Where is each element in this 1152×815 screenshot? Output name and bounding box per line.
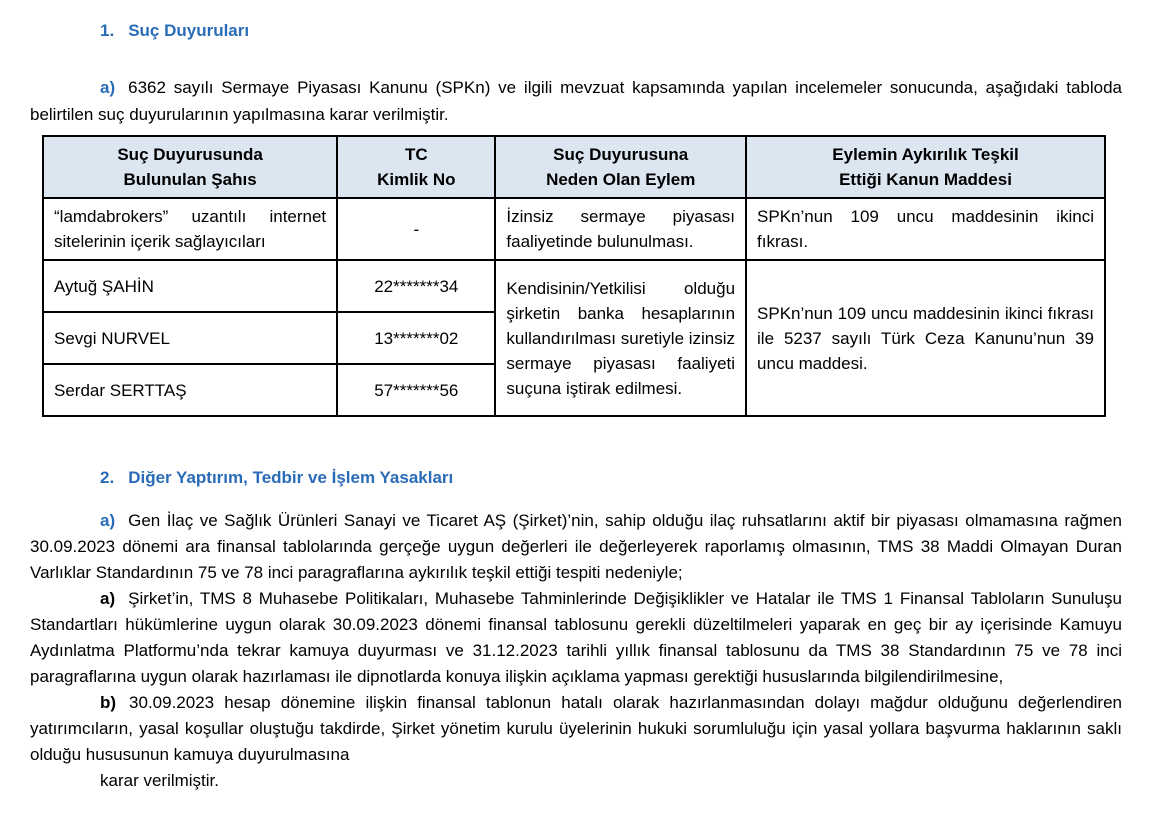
table-row: Aytuğ ŞAHİN 22*******34 Kendisinin/Yetki… [41,259,1106,417]
section2-subparagraph-b: b) 30.09.2023 hesap dönemine ilişkin fina… [30,690,1122,768]
cell-law-article: SPKn’nun 109 uncu maddesinin ikinci fıkr… [745,197,1106,261]
cell-tc-no: 22*******34 [336,259,497,313]
section1-title: Suç Duyuruları [128,21,250,40]
cell-tc-no: - [336,197,497,261]
section2-title: Diğer Yaptırım, Tedbir ve İşlem Yasaklar… [128,468,454,487]
section1-number: 1. [100,21,115,40]
section2-heading: 2. Diğer Yaptırım, Tedbir ve İşlem Yasakl… [30,467,1122,489]
cell-person: Aytuğ ŞAHİN [41,259,339,313]
cell-action: İzinsiz sermaye piyasası faaliyetinde bu… [494,197,748,261]
section2-paragraph-a-text: Gen İlaç ve Sağlık Ürünleri Sanayi ve Ti… [30,511,1122,582]
header-tc-no: TC Kimlik No [336,135,497,199]
section2-number: 2. [100,468,115,487]
crime-report-table: Suç Duyurusunda Bulunulan Şahıs TC Kimli… [41,135,1106,417]
table-row: Sevgi NURVEL 13*******02 [41,311,1105,365]
cell-tc-no: 13*******02 [336,311,497,365]
section2-subparagraph-a-text: Şirket’in, TMS 8 Muhasebe Politikaları, … [30,589,1122,686]
paragraph-marker-a: a) [100,78,116,97]
subparagraph-marker-a: a) [100,589,116,608]
section2-subparagraph-b-text: 30.09.2023 hesap dönemine ilişkin finans… [30,693,1122,764]
table-row: Serdar SERTTAŞ 57*******56 [41,363,1105,417]
table-header-row: Suç Duyurusunda Bulunulan Şahıs TC Kimli… [41,135,1106,199]
cell-person: Serdar SERTTAŞ [41,363,339,417]
cell-person: Sevgi NURVEL [41,311,339,365]
section1-heading: 1. Suç Duyuruları [30,20,1122,42]
paragraph-marker-a: a) [100,511,116,530]
section2-body: a) Gen İlaç ve Sağlık Ürünleri Sanayi ve … [30,508,1122,794]
closing-line: karar verilmiştir. [100,771,220,790]
section1-paragraph-a: a) 6362 sayılı Sermaye Piyasası Kanunu (S… [30,74,1122,128]
cell-action-merged: Kendisinin/Yetkilisi olduğu şirketin ban… [494,259,748,417]
cell-law-article-merged: SPKn’nun 109 uncu maddesinin ikinci fıkr… [745,259,1106,417]
cell-person: “lamdabrokers” uzantılı internet siteler… [41,197,339,261]
section2-paragraph-a: a) Gen İlaç ve Sağlık Ürünleri Sanayi ve … [30,508,1122,586]
cell-tc-no: 57*******56 [336,363,497,417]
table-row: “lamdabrokers” uzantılı internet siteler… [41,197,1106,261]
header-action: Suç Duyurusuna Neden Olan Eylem [494,135,748,199]
subparagraph-marker-b: b) [100,693,117,712]
header-person: Suç Duyurusunda Bulunulan Şahıs [41,135,339,199]
section1-paragraph-a-text: 6362 sayılı Sermaye Piyasası Kanunu (SPK… [30,78,1122,124]
section2-subparagraph-a: a) Şirket’in, TMS 8 Muhasebe Politikaları… [30,586,1122,690]
header-law-article: Eylemin Aykırılık Teşkil Ettiği Kanun Ma… [745,135,1106,199]
